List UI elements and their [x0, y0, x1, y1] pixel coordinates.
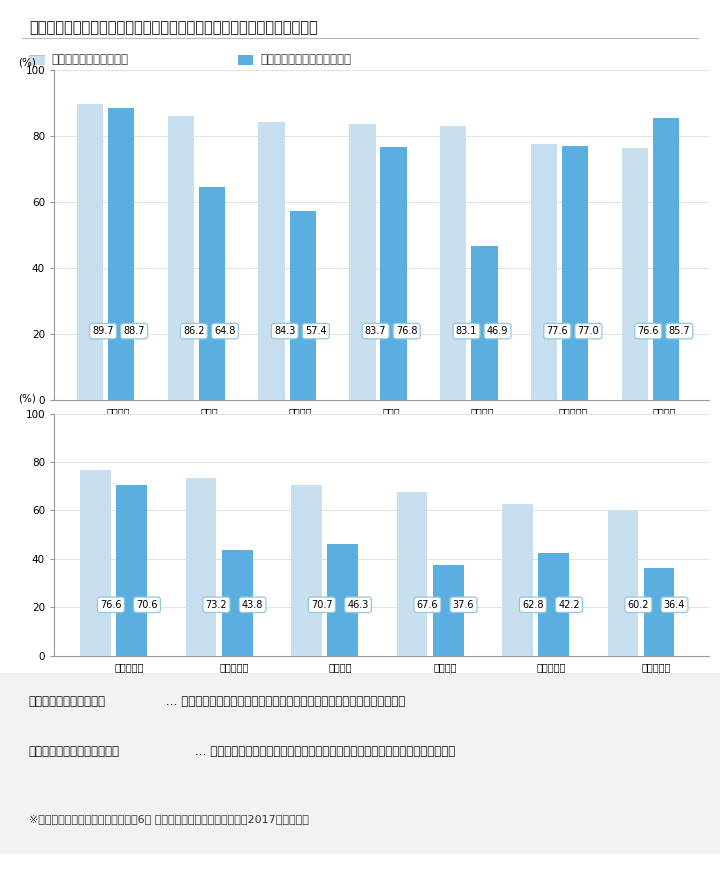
Text: 67.6: 67.6: [417, 600, 438, 610]
Bar: [503, 503, 533, 656]
Text: (%): (%): [18, 394, 36, 404]
Text: 36.4: 36.4: [664, 600, 685, 610]
Text: 85.7: 85.7: [668, 326, 690, 336]
Text: 37.6: 37.6: [453, 600, 474, 610]
Text: かかりつけ医が対応している: かかりつけ医が対応している: [29, 745, 120, 759]
Text: 43.8: 43.8: [242, 600, 264, 610]
Bar: [108, 107, 134, 400]
Bar: [222, 550, 253, 656]
Text: 46.3: 46.3: [347, 600, 369, 610]
Text: 88.7: 88.7: [123, 326, 145, 336]
Text: 42.2: 42.2: [558, 600, 580, 610]
Bar: [117, 485, 147, 656]
Bar: [562, 146, 588, 400]
Text: 84.3: 84.3: [274, 326, 295, 336]
Text: 73.2: 73.2: [206, 600, 228, 610]
Text: 83.1: 83.1: [456, 326, 477, 336]
Bar: [77, 105, 103, 400]
Bar: [397, 492, 428, 656]
Text: 70.7: 70.7: [311, 600, 333, 610]
Text: 86.2: 86.2: [183, 326, 204, 336]
Bar: [433, 565, 464, 656]
Text: ※日本医師会総合政策研究機構「第6回 日本の医療に関する意識調査（2017年）」より: ※日本医師会総合政策研究機構「第6回 日本の医療に関する意識調査（2017年）」…: [29, 814, 309, 824]
Text: 77.0: 77.0: [577, 326, 599, 336]
Bar: [328, 544, 358, 656]
Bar: [531, 144, 557, 400]
Text: 76.6: 76.6: [637, 326, 659, 336]
Bar: [608, 510, 639, 656]
Text: 76.8: 76.8: [396, 326, 418, 336]
Bar: [349, 124, 376, 400]
Bar: [653, 118, 679, 400]
Bar: [622, 148, 648, 400]
Bar: [440, 126, 467, 400]
Text: 76.6: 76.6: [100, 600, 122, 610]
Text: かかりつけ医が対応している: かかりつけ医が対応している: [261, 54, 351, 66]
Text: 64.8: 64.8: [215, 326, 235, 336]
Bar: [199, 187, 225, 400]
Text: 70.6: 70.6: [136, 600, 158, 610]
Text: 89.7: 89.7: [92, 326, 114, 336]
Bar: [258, 122, 284, 400]
Bar: [289, 211, 316, 400]
Text: かかりつけ医に望むこと、かかりつけ医が対応していると思うことの比較: かかりつけ医に望むこと、かかりつけ医が対応していると思うことの比較: [29, 20, 318, 35]
Bar: [380, 147, 407, 400]
Text: 46.9: 46.9: [487, 326, 508, 336]
Text: … かかりつけ医がいない人が、かかりつけ医機能として一般的に望むこと: … かかりつけ医がいない人が、かかりつけ医機能として一般的に望むこと: [162, 695, 405, 708]
Bar: [168, 116, 194, 400]
Bar: [186, 479, 217, 656]
Text: 62.8: 62.8: [522, 600, 544, 610]
Bar: [472, 246, 498, 400]
Bar: [644, 568, 675, 656]
Bar: [81, 470, 111, 656]
Text: (%): (%): [18, 57, 36, 67]
Text: 83.7: 83.7: [365, 326, 387, 336]
Bar: [292, 485, 322, 656]
Text: 60.2: 60.2: [628, 600, 649, 610]
Text: 77.6: 77.6: [546, 326, 568, 336]
Text: かかりつけ医に望むこと: かかりつけ医に望むこと: [29, 695, 106, 708]
Text: … かかりつけ医を持っている人が、そのかかりつけ医が対応していると思うこと: … かかりつけ医を持っている人が、そのかかりつけ医が対応していると思うこと: [191, 745, 455, 759]
Text: かかりつけ医に望むこと: かかりつけ医に望むこと: [52, 54, 129, 66]
Text: 57.4: 57.4: [305, 326, 327, 336]
Bar: [539, 554, 569, 656]
